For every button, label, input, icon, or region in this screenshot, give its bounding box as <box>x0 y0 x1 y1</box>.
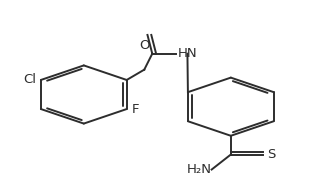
Text: S: S <box>268 148 276 161</box>
Text: O: O <box>139 39 150 52</box>
Text: HN: HN <box>178 47 197 60</box>
Text: F: F <box>132 103 139 115</box>
Text: H₂N: H₂N <box>187 163 212 176</box>
Text: Cl: Cl <box>23 74 36 86</box>
